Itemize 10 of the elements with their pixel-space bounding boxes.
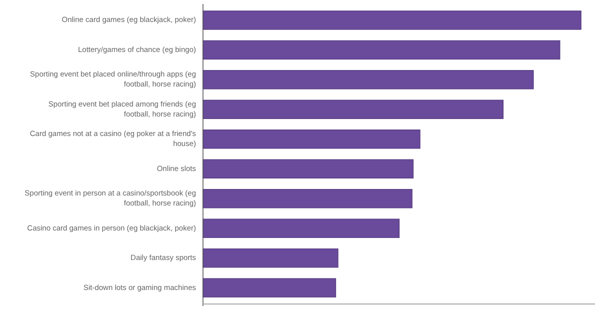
bar xyxy=(202,188,412,208)
bar xyxy=(202,130,420,149)
bar xyxy=(202,100,504,120)
bar xyxy=(202,218,400,238)
bar xyxy=(202,159,414,178)
bar xyxy=(202,248,338,268)
bar xyxy=(202,40,560,60)
bar xyxy=(202,10,582,30)
bar xyxy=(202,70,534,90)
bar xyxy=(202,278,336,298)
